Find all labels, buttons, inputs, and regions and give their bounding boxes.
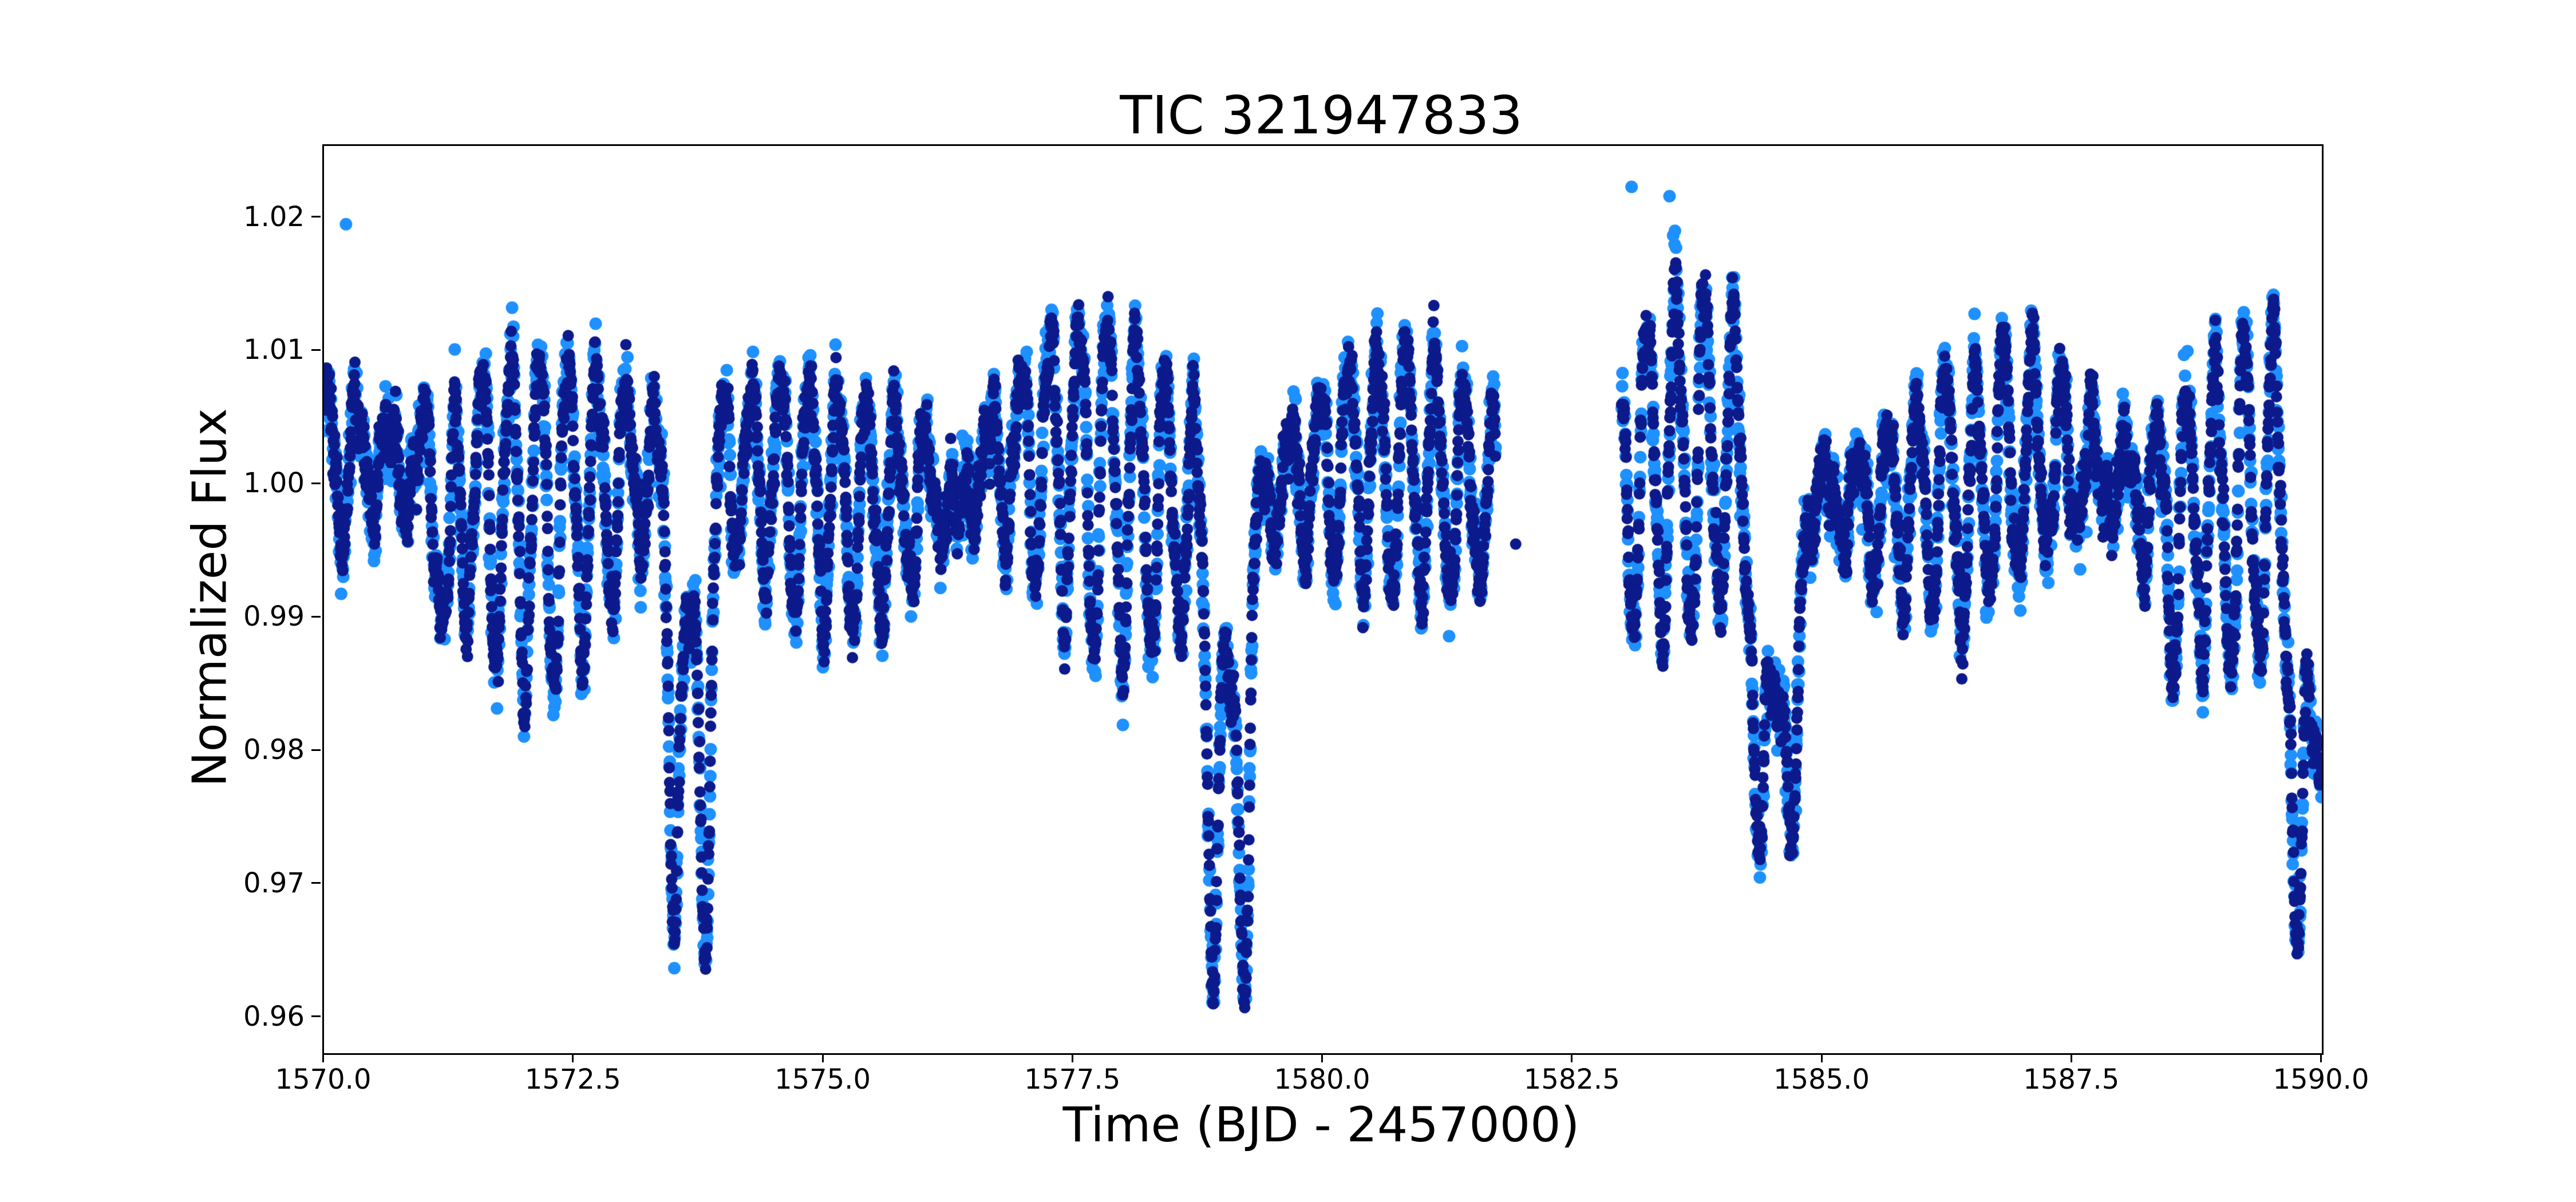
x-tick-mark — [1321, 1053, 1323, 1062]
y-tick-label: 0.97 — [243, 867, 305, 899]
x-tick-label: 1570.0 — [275, 1063, 372, 1096]
y-tick-mark — [311, 749, 321, 751]
x-tick-label: 1585.0 — [1773, 1063, 1870, 1096]
y-tick-mark — [311, 615, 321, 618]
y-tick-label: 1.02 — [243, 200, 305, 233]
x-tick-mark — [2320, 1053, 2322, 1062]
y-tick-mark — [311, 1015, 321, 1018]
x-tick-mark — [2070, 1053, 2072, 1062]
y-tick-label: 1.00 — [243, 467, 305, 500]
x-tick-label: 1580.0 — [1274, 1063, 1370, 1096]
y-tick-label: 0.98 — [243, 734, 305, 766]
y-tick-mark — [311, 882, 321, 884]
y-tick-label: 0.99 — [243, 600, 305, 633]
y-tick-label: 0.96 — [243, 1000, 305, 1033]
y-tick-mark — [311, 482, 321, 484]
y-tick-mark — [311, 216, 321, 218]
x-tick-mark — [322, 1053, 324, 1062]
y-tick-label: 1.01 — [243, 334, 305, 366]
x-tick-mark — [1071, 1053, 1073, 1062]
x-tick-mark — [821, 1053, 824, 1062]
plot-title: TIC 321947833 — [1120, 85, 1523, 146]
scatter-points-canvas — [324, 146, 2322, 1053]
x-axis-label: Time (BJD - 2457000) — [1062, 1097, 1580, 1153]
x-tick-label: 1582.5 — [1523, 1063, 1620, 1096]
x-tick-mark — [1571, 1053, 1573, 1062]
x-tick-mark — [1820, 1053, 1823, 1062]
plot-area — [322, 144, 2324, 1055]
x-tick-label: 1587.5 — [2023, 1063, 2120, 1096]
x-tick-label: 1575.0 — [775, 1063, 871, 1096]
x-tick-label: 1577.5 — [1024, 1063, 1121, 1096]
x-tick-mark — [572, 1053, 574, 1062]
y-axis-label-text: Normalized Flux — [183, 408, 238, 787]
x-tick-label: 1590.0 — [2273, 1063, 2369, 1096]
x-tick-label: 1572.5 — [524, 1063, 621, 1096]
y-tick-mark — [311, 349, 321, 351]
